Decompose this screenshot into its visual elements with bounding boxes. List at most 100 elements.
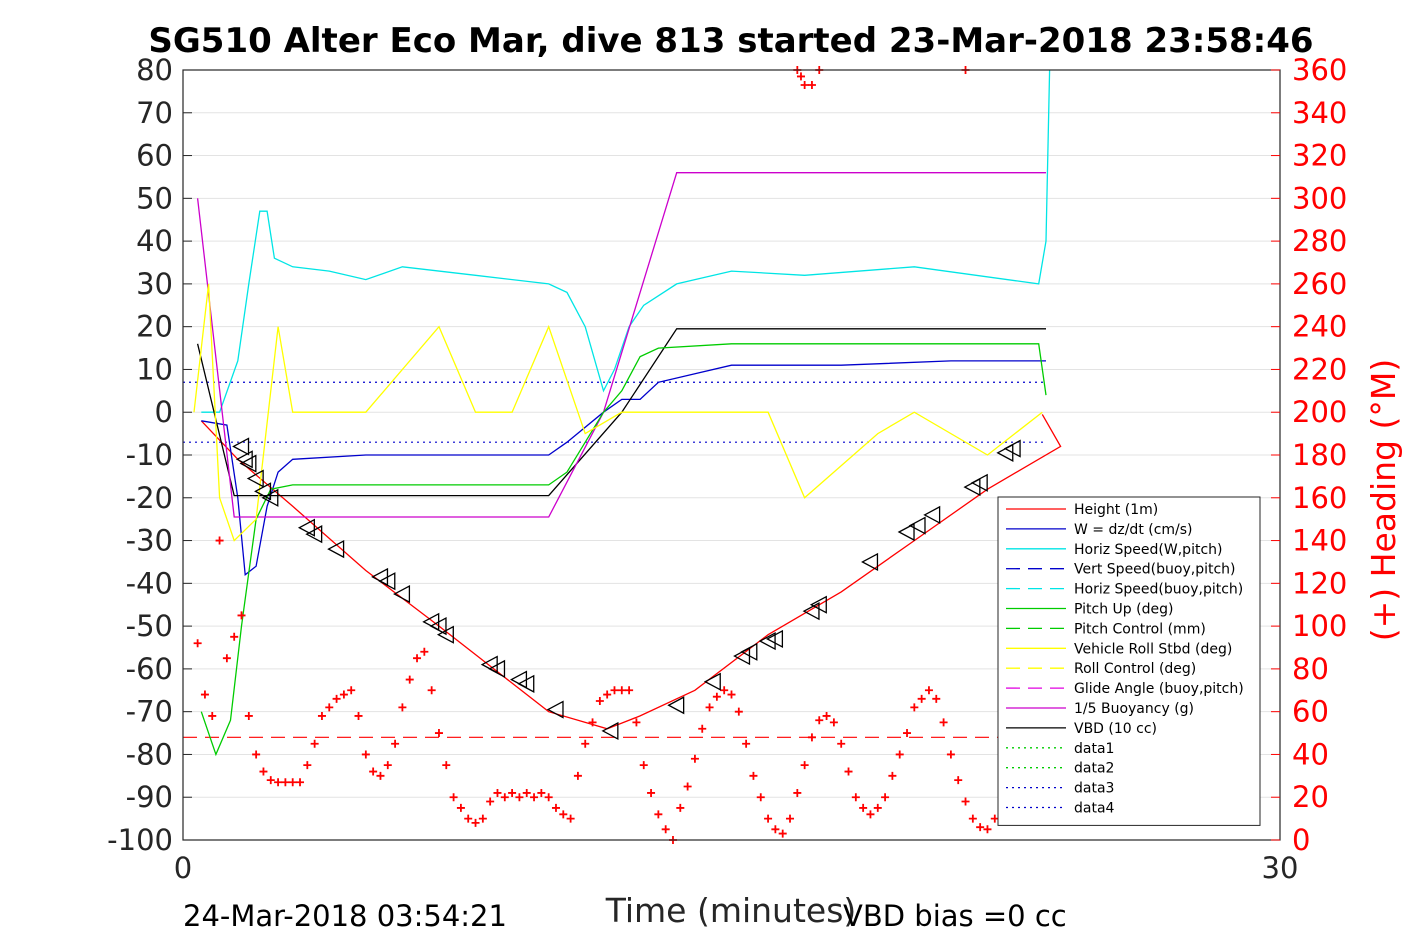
heading-point	[983, 825, 992, 834]
marker-triangle	[1003, 439, 1021, 458]
heading-point	[464, 814, 473, 823]
heading-point	[881, 793, 890, 802]
heading-point	[317, 711, 326, 720]
heading-point	[325, 703, 334, 712]
heading-point	[778, 829, 787, 838]
x-tick-label: 30	[1262, 851, 1299, 885]
legend-label: Horiz Speed(buoy,pitch)	[1074, 582, 1243, 598]
heading-point	[559, 810, 568, 819]
marker-triangle	[908, 516, 926, 535]
heading-point	[786, 814, 795, 823]
right-tick-label: 160	[1292, 481, 1347, 515]
heading-point	[208, 711, 217, 720]
heading-point	[888, 771, 897, 780]
heading-point	[442, 761, 451, 770]
heading-point	[895, 750, 904, 759]
heading-point	[632, 718, 641, 727]
x-axis-label: Time (minutes)	[605, 891, 857, 930]
right-y-axis-label: (+) Heading (°M)	[1364, 359, 1403, 641]
marker-triangle	[923, 505, 941, 524]
legend-label: 1/5 Buoyancy (g)	[1074, 701, 1194, 717]
y-tick-label: -30	[126, 524, 173, 558]
marker-triangle	[429, 617, 447, 636]
legend-label: data2	[1074, 761, 1114, 777]
series-line-pitch	[200, 343, 1047, 757]
legend: Height (1m) W = dz/dt (cm/s) Horiz Speed(W…	[997, 496, 1261, 826]
heading-point	[829, 718, 838, 727]
heading-point	[376, 771, 385, 780]
heading-point	[230, 632, 239, 641]
y-tick-label: -10	[126, 438, 173, 472]
heading-point	[434, 729, 443, 738]
series-lines	[193, 69, 1062, 757]
y-tick-label: 20	[136, 310, 173, 344]
heading-point	[654, 810, 663, 819]
right-tick-label: 100	[1292, 609, 1347, 643]
marker-triangle	[970, 473, 988, 492]
marker-triangle	[235, 450, 253, 469]
right-tick-label: 200	[1292, 395, 1347, 429]
marker-triangle	[517, 674, 535, 693]
y-tick-label: -20	[126, 481, 173, 515]
marker-triangle	[305, 525, 323, 544]
heading-point	[822, 711, 831, 720]
heading-point	[625, 686, 634, 695]
heading-point	[347, 686, 356, 695]
heading-point	[456, 803, 465, 812]
heading-point	[946, 750, 955, 759]
heading-point	[486, 797, 495, 806]
heading-point	[939, 718, 948, 727]
heading-point	[339, 690, 348, 699]
right-tick-label: 60	[1292, 695, 1329, 729]
legend-label: Vehicle Roll Stbd (deg)	[1074, 641, 1232, 657]
legend-label: Height (1m)	[1074, 502, 1158, 518]
heading-point	[734, 707, 743, 716]
marker-triangle	[488, 659, 506, 678]
heading-point	[252, 750, 261, 759]
y-tick-label: -40	[126, 566, 173, 600]
heading-point	[244, 711, 253, 720]
legend-label: Glide Angle (buoy,pitch)	[1074, 681, 1244, 697]
heading-point	[361, 750, 370, 759]
y-tick-label: 50	[136, 181, 173, 215]
heading-point	[800, 761, 809, 770]
right-tick-label: 300	[1292, 181, 1347, 215]
dive-markers	[232, 437, 1021, 741]
marker-triangle	[601, 721, 619, 741]
marker-triangle	[861, 552, 879, 572]
heading-point	[961, 797, 970, 806]
marker-triangle	[703, 672, 721, 691]
heading-point	[493, 788, 502, 797]
y-tick-label: -60	[126, 652, 173, 686]
heading-point	[603, 690, 612, 699]
right-tick-label: 360	[1292, 53, 1347, 87]
heading-point	[581, 739, 590, 748]
heading-point	[537, 788, 546, 797]
heading-point	[544, 793, 553, 802]
legend-label: Horiz Speed(W,pitch)	[1074, 542, 1222, 558]
heading-point	[756, 793, 765, 802]
marker-triangle	[809, 595, 827, 614]
heading-point	[303, 761, 312, 770]
heading-point	[705, 703, 714, 712]
right-tick-label: 260	[1292, 267, 1347, 301]
legend-label: Pitch Up (deg)	[1074, 602, 1173, 618]
marker-triangle	[546, 700, 564, 719]
heading-point	[968, 814, 977, 823]
marker-triangle	[246, 469, 264, 488]
marker-triangle	[740, 642, 758, 661]
x-tick-label: 0	[174, 851, 192, 885]
heading-point	[793, 788, 802, 797]
series-line-horiz	[201, 69, 1051, 413]
heading-point	[222, 654, 231, 663]
heading-point	[588, 718, 597, 727]
y-tick-label: -90	[126, 780, 173, 814]
heading-point	[427, 686, 436, 695]
footer-vbd-bias: VBD bias =0 cc	[843, 899, 1067, 933]
heading-point	[917, 694, 926, 703]
series-line-buoy	[196, 172, 1046, 518]
marker-triangle	[897, 522, 915, 542]
heading-point	[522, 788, 531, 797]
heading-point	[771, 825, 780, 834]
